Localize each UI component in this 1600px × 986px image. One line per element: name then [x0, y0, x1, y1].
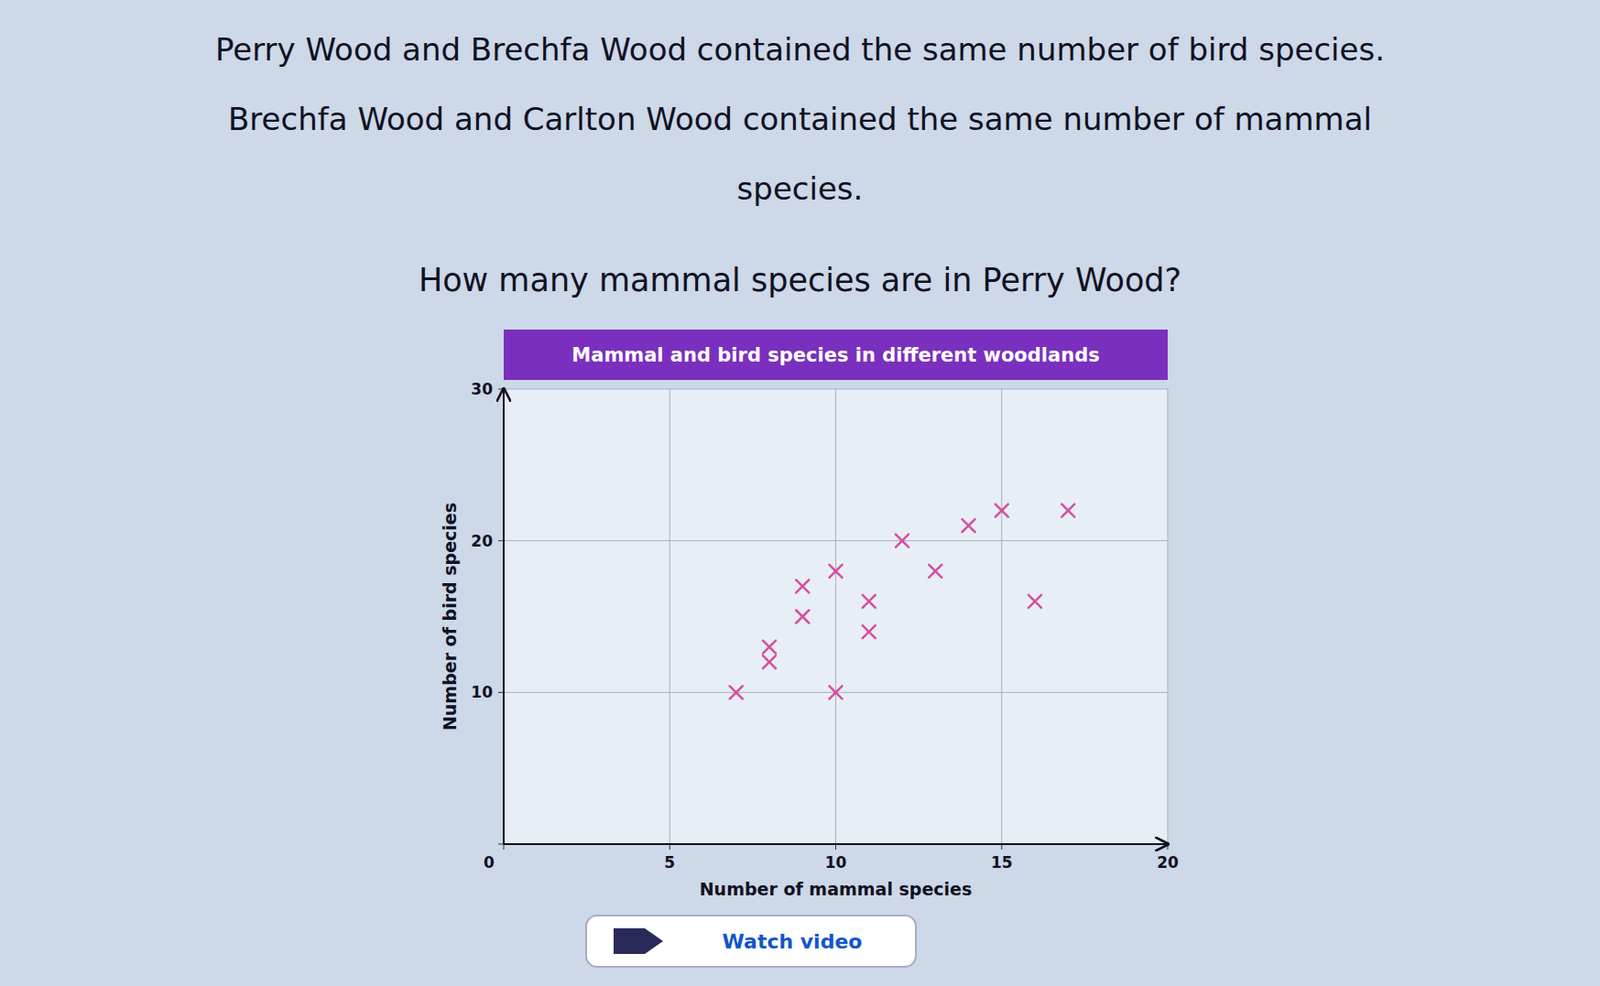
video-icon — [613, 928, 645, 955]
point-stroke — [795, 610, 809, 624]
point-stroke — [795, 610, 809, 624]
point — [928, 565, 942, 578]
x-grid-line — [669, 389, 671, 845]
grid — [503, 389, 1168, 845]
point-stroke — [862, 595, 876, 609]
point-stroke — [962, 519, 976, 533]
point-stroke — [829, 565, 843, 578]
title: Mammal and bird species in different woo… — [571, 344, 1100, 367]
x-grid-line — [835, 389, 837, 845]
point-stroke — [762, 641, 776, 654]
point-stroke — [928, 565, 942, 578]
title-banner — [503, 329, 1168, 381]
watch-video-button: Watch video — [586, 915, 916, 968]
point — [795, 579, 809, 593]
x-grid-line — [503, 389, 505, 845]
point-stroke — [862, 625, 876, 639]
point-stroke — [1061, 504, 1075, 518]
point — [1061, 504, 1075, 518]
y-grid-line — [503, 389, 1168, 391]
point — [762, 655, 776, 669]
y-axis-line — [502, 389, 505, 845]
point-stroke — [795, 579, 809, 593]
y-grid-line — [503, 540, 1168, 542]
point — [829, 685, 843, 699]
plot-background — [503, 389, 1168, 845]
point-stroke — [729, 685, 743, 699]
point — [762, 641, 776, 654]
chart: Perry Wood and Brechfa Wood contained th… — [0, 0, 1600, 986]
point — [829, 565, 843, 578]
point — [729, 685, 743, 699]
point — [995, 504, 1009, 518]
x-grid-line — [1001, 389, 1002, 845]
point-stroke — [995, 504, 1009, 518]
point — [862, 595, 876, 609]
page-background — [0, 0, 1600, 986]
x-tick-label: 5 — [663, 853, 675, 872]
point-stroke — [928, 565, 942, 578]
intro-text: Brechfa Wood and Carlton Wood contained … — [228, 100, 1372, 138]
x-tick-label: 10 — [825, 853, 848, 872]
point — [862, 625, 876, 639]
point-stroke — [962, 519, 976, 533]
point-stroke — [862, 595, 876, 609]
point-stroke — [729, 685, 743, 699]
intro-text: species. — [737, 170, 864, 207]
point-stroke — [862, 625, 876, 639]
play-icon — [644, 928, 664, 955]
point-stroke — [762, 641, 776, 654]
x-grid-line — [1167, 389, 1169, 845]
x-axis-label: Number of mammal species — [699, 879, 973, 900]
point-stroke — [995, 504, 1009, 518]
question: How many mammal species are in Perry Woo… — [418, 261, 1182, 299]
button-background — [586, 915, 916, 968]
point-stroke — [829, 685, 843, 699]
point-stroke — [762, 655, 776, 669]
y-tick-label: 20 — [470, 532, 493, 551]
point — [1028, 595, 1042, 609]
point — [795, 610, 809, 624]
origin-label: 0 — [483, 853, 495, 872]
y-tick-label: 30 — [470, 380, 493, 399]
point-stroke — [762, 655, 776, 669]
y-tick-label: 10 — [470, 683, 493, 702]
points — [729, 504, 1076, 700]
point-stroke — [895, 534, 909, 548]
point — [962, 519, 976, 533]
button-label: Watch video — [722, 930, 863, 954]
point-stroke — [795, 579, 809, 593]
point — [895, 534, 909, 548]
point-stroke — [829, 565, 843, 578]
point-stroke — [1028, 595, 1042, 609]
point-stroke — [895, 534, 909, 548]
point-stroke — [1061, 504, 1075, 518]
intro-text: Perry Wood and Brechfa Wood contained th… — [215, 31, 1385, 68]
y-grid-line — [503, 844, 1168, 846]
x-tick-label: 15 — [990, 853, 1013, 872]
x-tick-label: 20 — [1156, 853, 1179, 872]
point-stroke — [829, 685, 843, 699]
x-axis-line — [503, 843, 1168, 846]
point-stroke — [1028, 595, 1042, 609]
y-axis-label: Number of bird species — [439, 502, 460, 731]
